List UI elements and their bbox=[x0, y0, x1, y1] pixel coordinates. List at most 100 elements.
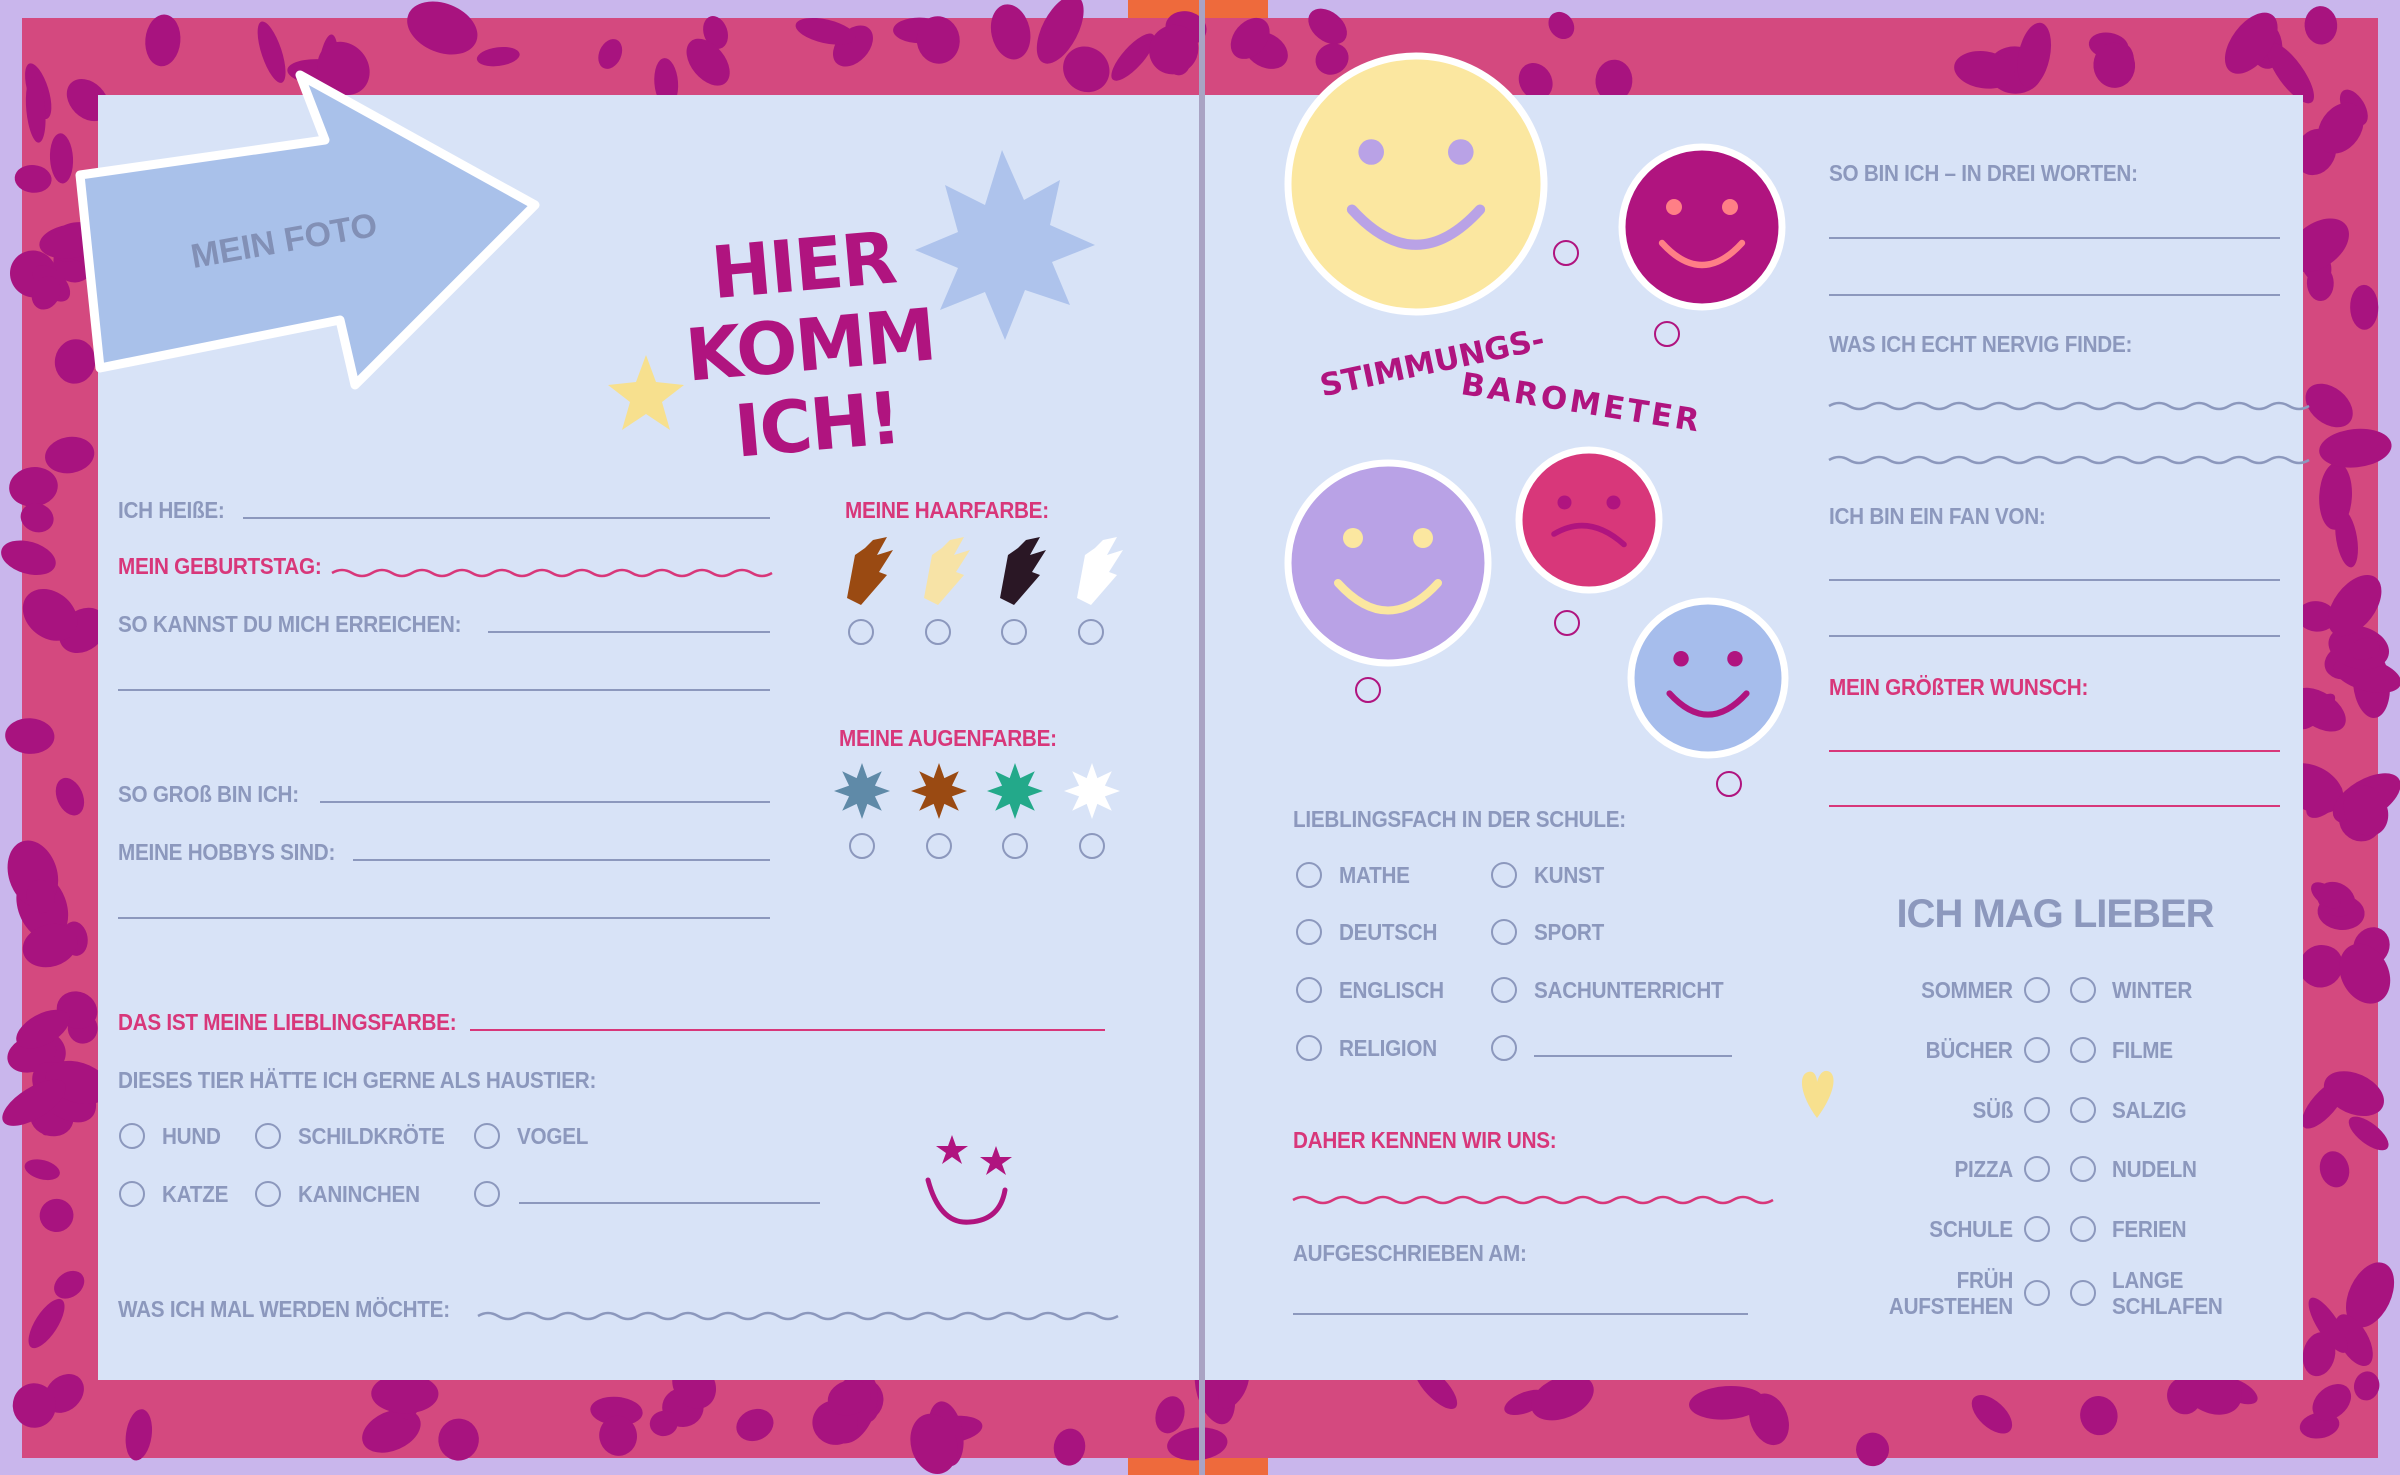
leopard-spot bbox=[599, 1415, 638, 1456]
prefer-left-radio[interactable] bbox=[2024, 977, 2050, 1003]
fan-field-2[interactable] bbox=[1829, 635, 2280, 637]
met-field[interactable] bbox=[1292, 1195, 1774, 1205]
name-field[interactable] bbox=[243, 517, 770, 519]
leopard-spot bbox=[55, 777, 85, 816]
pet-option-radio[interactable] bbox=[255, 1123, 281, 1149]
eye-color-swatch bbox=[911, 763, 967, 819]
prefer-right-radio[interactable] bbox=[2070, 1280, 2096, 1306]
leopard-spot bbox=[5, 718, 55, 754]
leopard-spot bbox=[910, 1413, 958, 1474]
pet-option-radio[interactable] bbox=[119, 1123, 145, 1149]
prefer-right-radio[interactable] bbox=[2070, 977, 2096, 1003]
mood-radio[interactable] bbox=[1716, 771, 1742, 797]
leopard-spot bbox=[2323, 1071, 2384, 1117]
height-field[interactable] bbox=[320, 801, 770, 803]
prefer-right-radio[interactable] bbox=[2070, 1037, 2096, 1063]
leopard-spot bbox=[476, 46, 520, 67]
leopard-spot bbox=[2327, 575, 2382, 637]
leopard-spot bbox=[1053, 1428, 1086, 1466]
mood-radio[interactable] bbox=[1654, 321, 1680, 347]
leopard-spot bbox=[2292, 687, 2346, 732]
leopard-spot bbox=[12, 1383, 56, 1428]
hair-color-radio[interactable] bbox=[925, 619, 951, 645]
annoying-field-2[interactable] bbox=[1828, 455, 2310, 465]
prefer-left-radio[interactable] bbox=[2024, 1216, 2050, 1242]
wish-field[interactable] bbox=[1829, 750, 2280, 752]
pet-option-radio[interactable] bbox=[474, 1123, 500, 1149]
wish-field-2[interactable] bbox=[1829, 805, 2280, 807]
subject-option-radio[interactable] bbox=[1491, 1035, 1517, 1061]
eye-color-swatch bbox=[987, 763, 1043, 819]
leopard-spot bbox=[125, 1409, 153, 1461]
three-words-field-2[interactable] bbox=[1829, 294, 2280, 296]
hair-color-swatch bbox=[924, 537, 970, 605]
leopard-spot bbox=[2, 1079, 66, 1126]
leopard-spot bbox=[257, 21, 286, 83]
photo-arrow[interactable] bbox=[75, 70, 540, 390]
subject-option-radio[interactable] bbox=[1491, 862, 1517, 888]
leopard-spot bbox=[598, 39, 623, 69]
hair-color-radio[interactable] bbox=[848, 619, 874, 645]
hair-color-radio[interactable] bbox=[1078, 619, 1104, 645]
leopard-spot bbox=[9, 467, 58, 507]
eye-color-radio[interactable] bbox=[1002, 833, 1028, 859]
subject-option-radio[interactable] bbox=[1296, 919, 1322, 945]
written-date-field[interactable] bbox=[1293, 1313, 1748, 1315]
pet-option-radio[interactable] bbox=[119, 1181, 145, 1207]
prefer-right-radio[interactable] bbox=[2070, 1156, 2096, 1182]
hair-color-radio[interactable] bbox=[1001, 619, 1027, 645]
dizzy-smiley-icon[interactable] bbox=[1284, 459, 1492, 667]
leopard-spot bbox=[1954, 51, 2015, 89]
contact-field[interactable] bbox=[488, 631, 770, 633]
subject-option-radio[interactable] bbox=[1296, 977, 1322, 1003]
prefer-right-radio[interactable] bbox=[2070, 1097, 2096, 1123]
laughing-smiley-icon[interactable] bbox=[1618, 143, 1786, 311]
pet-other-field[interactable] bbox=[519, 1202, 820, 1204]
annoying-field[interactable] bbox=[1828, 401, 2310, 411]
prefer-left-radio[interactable] bbox=[2024, 1097, 2050, 1123]
subject-option-radio[interactable] bbox=[1296, 862, 1322, 888]
mood-radio[interactable] bbox=[1553, 240, 1579, 266]
leopard-spot bbox=[2305, 383, 2353, 428]
hobbies-field-2[interactable] bbox=[118, 917, 770, 919]
future-field[interactable] bbox=[477, 1311, 1119, 1321]
leopard-spot bbox=[1167, 1427, 1228, 1461]
prefer-left-radio[interactable] bbox=[2024, 1037, 2050, 1063]
leopard-spot bbox=[1063, 46, 1110, 93]
leopard-spot bbox=[1155, 1396, 1185, 1434]
leopard-spot bbox=[1036, 0, 1084, 64]
leopard-spot bbox=[2266, 42, 2314, 104]
pet-option-radio[interactable] bbox=[255, 1181, 281, 1207]
eye-color-radio[interactable] bbox=[1079, 833, 1105, 859]
prefer-left-radio[interactable] bbox=[2024, 1156, 2050, 1182]
birthday-field[interactable] bbox=[331, 568, 773, 578]
pet-option-radio[interactable] bbox=[474, 1181, 500, 1207]
three-words-field[interactable] bbox=[1829, 237, 2280, 239]
leopard-spot bbox=[2017, 22, 2052, 88]
leopard-spot bbox=[39, 1198, 74, 1233]
star-eyed-smiley-icon[interactable] bbox=[1627, 597, 1789, 759]
fan-field[interactable] bbox=[1829, 579, 2280, 581]
subject-other-field[interactable] bbox=[1534, 1055, 1732, 1057]
leopard-spot bbox=[2346, 1262, 2395, 1328]
mood-radio[interactable] bbox=[1554, 610, 1580, 636]
eye-color-radio[interactable] bbox=[926, 833, 952, 859]
subject-option-radio[interactable] bbox=[1296, 1035, 1322, 1061]
pet-option-label: HUND bbox=[162, 1123, 221, 1149]
hobbies-field[interactable] bbox=[353, 859, 770, 861]
subject-option-radio[interactable] bbox=[1491, 919, 1517, 945]
leopard-spot bbox=[916, 16, 960, 64]
favorite-color-field[interactable] bbox=[470, 1029, 1105, 1031]
eye-color-radio[interactable] bbox=[849, 833, 875, 859]
prefer-right-radio[interactable] bbox=[2070, 1216, 2096, 1242]
mood-radio[interactable] bbox=[1355, 677, 1381, 703]
in-love-smiley-icon[interactable] bbox=[1284, 52, 1548, 316]
contact-label: SO KANNST DU MICH ERREICHEN: bbox=[118, 611, 462, 637]
leopard-spot bbox=[990, 4, 1031, 60]
prefer-left-radio[interactable] bbox=[2024, 1280, 2050, 1306]
subject-option-radio[interactable] bbox=[1491, 977, 1517, 1003]
leopard-spot bbox=[1971, 1395, 2013, 1434]
contact-field-2[interactable] bbox=[118, 689, 770, 691]
leopard-spot bbox=[24, 1159, 60, 1181]
sad-smiley-icon[interactable] bbox=[1515, 446, 1663, 594]
